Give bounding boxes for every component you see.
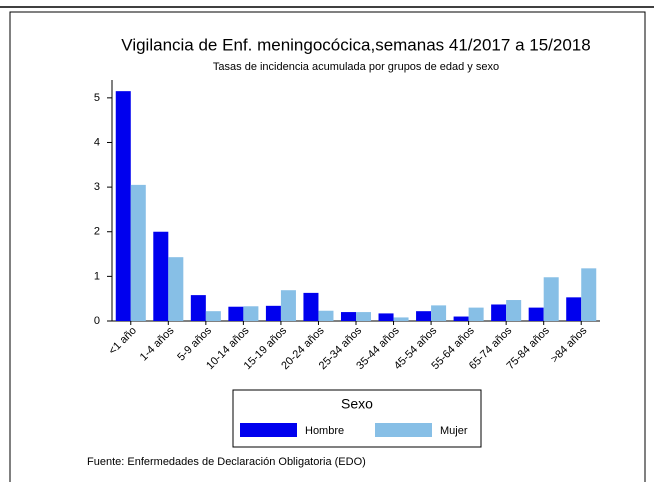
bar xyxy=(491,304,507,321)
y-tick-label: 2 xyxy=(94,226,100,238)
bar xyxy=(356,312,372,321)
bar xyxy=(190,295,206,321)
bar xyxy=(340,312,356,321)
bar xyxy=(506,300,522,321)
bar xyxy=(378,313,394,321)
y-tick-label: 1 xyxy=(94,270,100,282)
bar xyxy=(280,290,296,321)
bar xyxy=(115,91,131,321)
bar xyxy=(265,305,281,321)
y-tick-label: 5 xyxy=(94,92,100,104)
legend-swatch xyxy=(375,423,432,437)
bar xyxy=(205,311,221,321)
bar xyxy=(393,317,409,321)
frame xyxy=(9,11,646,482)
bar xyxy=(581,268,597,321)
y-tick-label: 3 xyxy=(94,181,100,193)
bar xyxy=(431,305,447,321)
x-tick-label: 5-9 años xyxy=(175,324,214,363)
bar xyxy=(318,310,334,321)
y-tick-label: 4 xyxy=(94,136,100,148)
chart-title: Vigilancia de Enf. meningocócica,semanas… xyxy=(121,35,590,54)
bar xyxy=(468,307,484,321)
source-note: Fuente: Enfermedades de Declaración Obli… xyxy=(87,456,366,468)
x-tick-label: >84 años xyxy=(549,324,590,365)
bar xyxy=(528,307,544,321)
x-tick-label: <1 año xyxy=(106,325,138,357)
bar xyxy=(543,277,559,321)
bar xyxy=(303,292,319,321)
bar xyxy=(168,257,184,321)
y-tick-label: 0 xyxy=(94,315,100,327)
bar xyxy=(228,306,244,321)
bar xyxy=(153,231,169,321)
legend-box xyxy=(232,389,482,448)
legend-title: Sexo xyxy=(341,396,373,412)
legend-swatch xyxy=(240,423,297,437)
chart-subtitle: Tasas de incidencia acumulada por grupos… xyxy=(213,61,499,73)
bar xyxy=(416,311,432,321)
legend-label: Hombre xyxy=(305,425,344,437)
bar xyxy=(243,306,259,321)
bar xyxy=(566,297,582,321)
bar xyxy=(453,316,469,321)
legend-label: Mujer xyxy=(440,425,468,437)
bar xyxy=(130,184,146,321)
x-tick-label: 1-4 años xyxy=(138,324,177,363)
